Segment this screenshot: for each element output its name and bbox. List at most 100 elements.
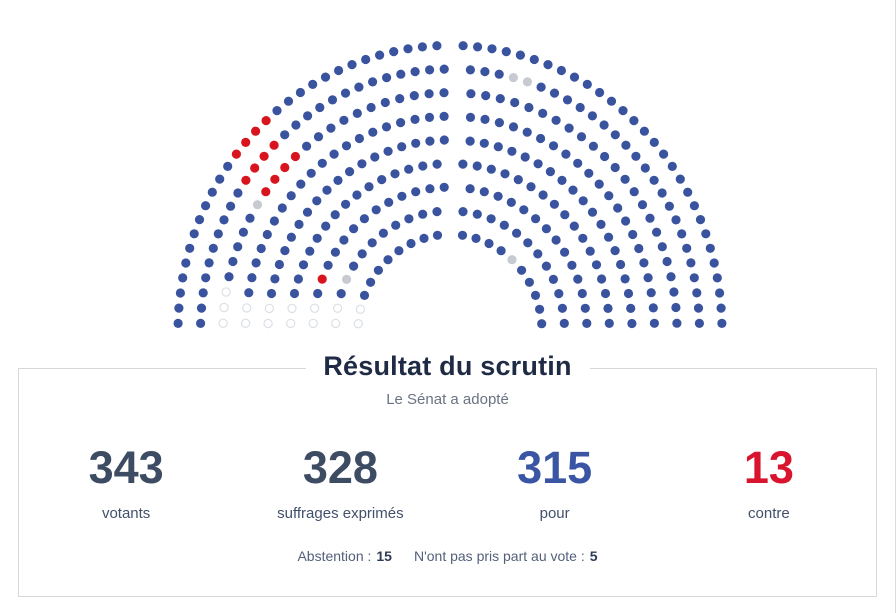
seat-pour [536, 82, 546, 92]
seat-pour [573, 158, 583, 168]
seat-pour [213, 229, 223, 239]
seat-pour [305, 246, 315, 256]
seat-pour [595, 87, 605, 98]
seat-pour [541, 261, 552, 271]
seat-pour [368, 77, 378, 87]
seat-pour [686, 258, 696, 268]
seat-pour [610, 130, 620, 140]
seat-pour [610, 246, 620, 256]
stat-contre-value: 13 [743, 442, 794, 493]
seat-pour [238, 227, 248, 237]
seat-pour [291, 120, 301, 130]
seat-pour [359, 214, 369, 224]
result-card: Résultat du scrutin Le Sénat a adopté 34… [18, 351, 877, 597]
seat-pour [196, 318, 206, 328]
seat-pour [530, 290, 541, 300]
seat-pour [472, 209, 482, 219]
seat-pour [712, 273, 722, 283]
seat-pour [341, 199, 351, 209]
seat-pour [390, 169, 400, 179]
seat-pour [557, 175, 567, 185]
seat-pour [298, 260, 309, 270]
seat-pour [256, 243, 266, 254]
seat-pour [694, 318, 705, 328]
seat-pour [403, 44, 413, 54]
seat-pour [692, 288, 702, 298]
seat-pour [480, 114, 490, 124]
seat-pour [458, 41, 468, 51]
seat-pour [394, 246, 404, 256]
seat-pour [425, 136, 435, 146]
seat-pour [280, 246, 290, 256]
seat-pour [634, 243, 644, 254]
seat-pour [326, 123, 336, 133]
seat-pour [629, 187, 639, 197]
seat-pour [524, 102, 534, 113]
seat-pour [667, 161, 677, 171]
seat-pour [631, 151, 641, 161]
seat-pour [543, 60, 553, 70]
seat-pour [207, 187, 217, 197]
seat-pour [620, 174, 630, 184]
seat-pour [266, 288, 277, 299]
seat-pour [418, 161, 428, 171]
seat-pour [189, 229, 199, 239]
seat-pour [645, 213, 655, 223]
seat-pour [396, 69, 406, 79]
seat-pour [364, 182, 374, 192]
seat-pour [262, 229, 272, 240]
seat-contre [270, 174, 280, 184]
seat-pour [513, 175, 523, 185]
seat-pour [646, 288, 656, 298]
seat-pour [341, 141, 352, 151]
seat-pour [582, 79, 592, 89]
seat-pour [643, 273, 653, 283]
seat-pour [610, 162, 620, 173]
seat-pour [345, 167, 355, 177]
seat-pour [500, 169, 510, 179]
stat-contre-label: contre [748, 505, 790, 522]
seat-pour [226, 201, 236, 211]
seat-pour [693, 303, 704, 313]
seat-pour [484, 238, 494, 249]
seat-pour [662, 256, 672, 267]
seat-pour [289, 288, 300, 299]
seat-pour [404, 164, 414, 174]
seat-pour [559, 318, 569, 328]
seat-contre [280, 162, 290, 173]
seat-contre [241, 175, 251, 185]
seat-pour [317, 158, 327, 168]
seat-pour [323, 260, 333, 270]
seat-pour [549, 88, 560, 98]
seat-non-votant [522, 77, 533, 87]
seat-pour [648, 303, 658, 313]
seat-pour [599, 120, 609, 130]
seat-pour [352, 108, 362, 118]
stat-suffrages-value: 328 [302, 442, 378, 493]
seat-pour [639, 126, 650, 136]
seat-pour [604, 232, 614, 242]
seat-pour [327, 95, 338, 105]
seat-pour [536, 133, 546, 144]
seat-pour [201, 201, 211, 211]
seat-pour [339, 235, 349, 245]
seat-pour [479, 138, 489, 148]
seat-contre [251, 126, 261, 136]
seat-pour [529, 54, 539, 65]
stat-pour-value: 315 [517, 442, 593, 493]
seat-pour [533, 159, 543, 169]
seat-abstention [310, 303, 320, 313]
seat-pour [472, 161, 482, 171]
seat-pour [621, 216, 631, 226]
seat-pour [272, 106, 282, 116]
seat-pour [306, 168, 316, 178]
seat-pour [219, 215, 229, 225]
seat-pour [185, 243, 195, 253]
stat-votants-value: 343 [88, 442, 164, 493]
seat-contre [261, 116, 271, 126]
seat-pour [370, 152, 380, 162]
seat-pour [368, 127, 378, 137]
seat-pour [367, 238, 377, 248]
seat-pour [302, 207, 313, 217]
seat-pour [669, 287, 679, 297]
